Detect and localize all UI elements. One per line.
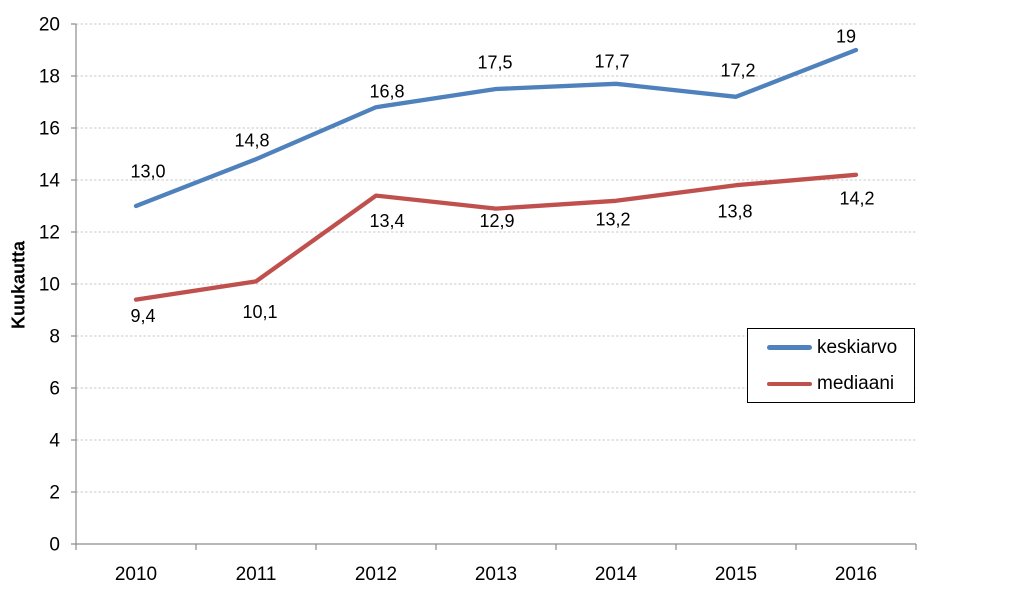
legend-label-keskiarvo: keskiarvo [817,336,898,358]
legend-swatch-mediaani-icon [767,381,812,386]
data-label-mediaani: 12,9 [479,211,514,231]
data-label-mediaani: 13,4 [369,211,404,231]
x-tick-label: 2015 [715,564,757,585]
y-tick-label: 4 [49,431,60,452]
legend-item-mediaani: mediaani [767,374,914,393]
y-axis-title: Kuukautta [8,240,29,330]
x-tick-label: 2011 [236,564,277,585]
legend: keskiarvo mediaani [747,328,915,403]
data-label-keskiarvo: 16,8 [369,82,404,102]
x-tick-label: 2014 [595,564,638,585]
y-tick-label: 6 [49,379,60,400]
x-tick-label: 2010 [115,564,157,585]
y-tick-label: 8 [49,327,60,348]
y-tick-label: 10 [39,275,60,296]
y-tick-label: 16 [39,119,60,140]
data-label-keskiarvo: 13,0 [130,162,165,182]
legend-label-mediaani: mediaani [817,373,895,395]
data-label-mediaani: 13,2 [595,209,630,229]
x-tick-label: 2016 [835,564,877,585]
y-tick-label: 18 [39,67,60,88]
x-tick-label: 2013 [475,564,517,585]
data-label-mediaani: 10,1 [242,302,277,322]
data-label-keskiarvo: 17,7 [594,51,629,71]
data-label-keskiarvo: 19 [836,27,856,47]
data-label-keskiarvo: 14,8 [234,131,269,151]
legend-swatch-keskiarvo-icon [767,345,812,350]
y-tick-label: 14 [39,171,61,192]
data-label-mediaani: 13,8 [717,202,752,222]
data-label-mediaani: 9,4 [130,306,155,326]
data-label-keskiarvo: 17,5 [477,53,512,73]
y-tick-label: 2 [49,483,60,504]
y-tick-label: 0 [49,535,60,556]
series-line-mediaani [133,172,859,302]
series-line-keskiarvo [133,47,859,209]
y-tick-label: 12 [39,223,60,244]
data-label-mediaani: 14,2 [839,188,874,208]
y-tick-label: 20 [39,15,60,36]
legend-item-keskiarvo: keskiarvo [767,338,914,357]
x-tick-label: 2012 [355,564,397,585]
data-label-keskiarvo: 17,2 [720,60,755,80]
